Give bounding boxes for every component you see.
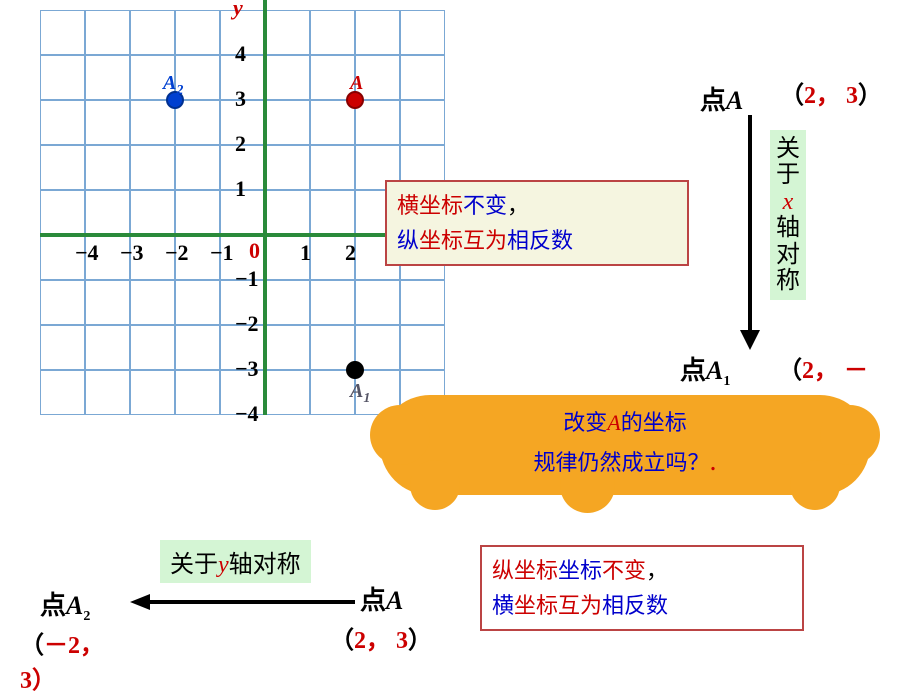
arrow-y-symmetry <box>130 590 355 614</box>
arrow-x-symmetry <box>735 115 765 350</box>
y-axis-symmetry-label: 关于y轴对称 <box>160 540 311 583</box>
point-A1-coord-right: （2， － <box>778 350 868 385</box>
point-A-label-bottom: 点A <box>360 580 403 617</box>
question-cloud: 改变A的坐标 规律仍然成立吗？. <box>380 395 870 495</box>
y-symmetry-rule-box: 纵坐标坐标不变，横坐标互为相反数 <box>480 545 804 631</box>
point-A1-label-right: 点A1 <box>680 350 730 390</box>
point-A2-label-bottom: 点A2 <box>40 585 90 625</box>
point-A-coord-right: （2， 3） <box>780 75 882 110</box>
point-A-label-right: 点A <box>700 80 743 117</box>
point-A-coord-bottom: （2， 3） <box>330 620 432 655</box>
x-axis-symmetry-label: 关于x轴对称 <box>770 130 806 300</box>
x-symmetry-rule-box: 横坐标不变，纵坐标互为相反数 <box>385 180 689 266</box>
point-A2-coord-bottom: （－2， <box>20 625 104 660</box>
